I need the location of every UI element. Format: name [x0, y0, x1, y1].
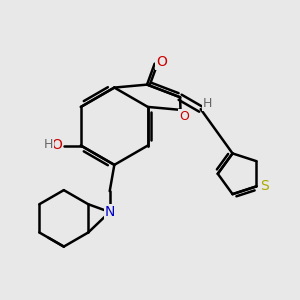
Text: O: O [51, 138, 62, 152]
Text: H: H [202, 97, 212, 110]
Text: S: S [260, 179, 268, 193]
Text: O: O [179, 110, 189, 123]
Text: O: O [156, 55, 167, 69]
Text: H: H [44, 138, 53, 152]
Text: N: N [104, 205, 115, 219]
